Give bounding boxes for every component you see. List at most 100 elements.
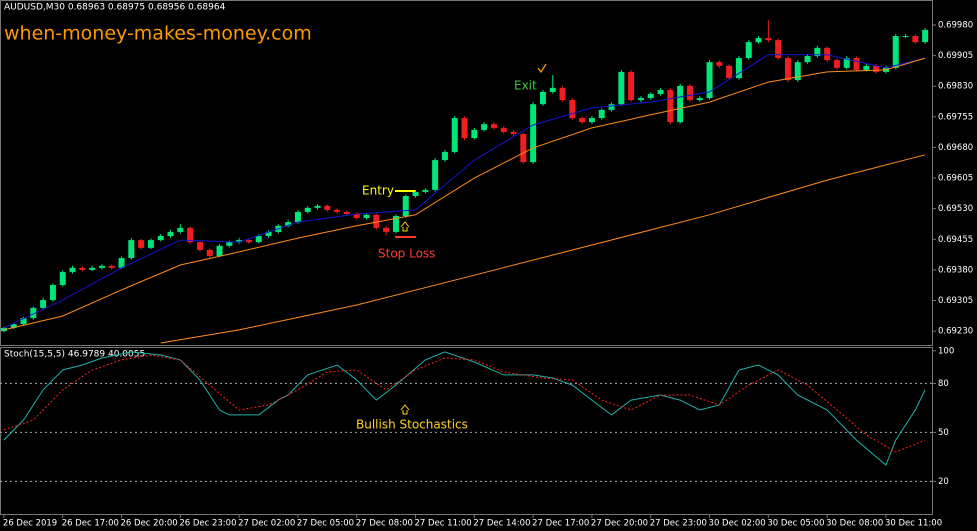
y-tick-label: 0.69755 — [938, 112, 973, 122]
x-tick-label: 26 Dec 20:00 — [121, 519, 178, 529]
candle-body — [735, 58, 742, 79]
candle-body — [294, 211, 301, 223]
x-tick-label: 26 Dec 17:00 — [62, 519, 119, 529]
x-tick-label: 30 Dec 02:00 — [709, 519, 766, 529]
candle-body — [598, 109, 605, 119]
entry-arrow — [400, 221, 410, 232]
y-tick-label: 0.69905 — [938, 51, 973, 61]
candle-body — [843, 58, 850, 68]
candle-body — [892, 36, 899, 68]
x-tick-label: 30 Dec 08:00 — [826, 519, 883, 529]
candle-body — [422, 189, 429, 192]
y-tick-label: 50 — [938, 428, 949, 438]
x-tick-label: 27 Dec 05:00 — [297, 519, 354, 529]
y-tick-label: 0.69830 — [938, 82, 973, 92]
candle-body — [784, 58, 791, 81]
candle-body — [40, 300, 47, 308]
y-tick-label: 0.69380 — [938, 265, 973, 275]
candle-body — [824, 47, 831, 61]
stoch-arrow — [400, 404, 410, 415]
candle-body — [353, 213, 360, 219]
candle-body — [833, 60, 840, 68]
candle-body — [500, 127, 507, 132]
candle-body — [138, 240, 145, 248]
candle-body — [187, 227, 194, 243]
candle-body — [167, 231, 174, 237]
candle-body — [853, 58, 860, 70]
series-line — [3, 354, 926, 453]
candle-body — [539, 91, 546, 105]
candle-body — [128, 240, 135, 259]
candle-body — [912, 36, 919, 43]
candle-body — [745, 42, 752, 59]
candle-body — [794, 62, 801, 81]
candle-body — [510, 131, 517, 134]
series-line — [3, 351, 926, 466]
candle-body — [902, 36, 909, 38]
annotation: Exit — [514, 79, 537, 93]
annotation: Entry — [362, 184, 394, 198]
candle-body — [549, 87, 556, 92]
candle-body — [706, 62, 713, 99]
candle-body — [432, 160, 439, 190]
candle-body — [226, 242, 233, 246]
candle-body — [30, 307, 37, 319]
candle-body — [265, 231, 272, 237]
candle-body — [696, 98, 703, 101]
candle-body — [765, 38, 772, 41]
candle-body — [49, 285, 56, 301]
candle-body — [490, 124, 497, 128]
candle-body — [343, 211, 350, 214]
candle-body — [588, 118, 595, 123]
candle-body — [392, 216, 399, 232]
candle-body — [441, 151, 448, 161]
y-tick-label: 80 — [938, 379, 949, 389]
watermark: when-money-makes-money.com — [4, 23, 312, 45]
candle-body — [451, 118, 458, 152]
candle-body — [804, 56, 811, 63]
candle-body — [637, 98, 644, 101]
x-tick-label: 27 Dec 11:00 — [415, 519, 472, 529]
candle-body — [716, 62, 723, 66]
candle-body — [863, 65, 870, 70]
y-tick-label: 100 — [938, 346, 954, 356]
candle-body — [726, 65, 733, 79]
series-line — [3, 57, 926, 331]
candle-body — [10, 324, 17, 328]
candle-body — [520, 133, 527, 163]
series-line — [3, 54, 926, 329]
candle-body — [814, 47, 821, 57]
candle-body — [412, 191, 419, 197]
candle-body — [657, 89, 664, 94]
candle-body — [686, 85, 693, 101]
x-tick-label: 27 Dec 14:00 — [473, 519, 530, 529]
x-tick-label: 27 Dec 02:00 — [238, 519, 295, 529]
candle-body — [363, 214, 370, 219]
annotation: Bullish Stochastics — [356, 418, 468, 432]
x-tick-label: 26 Dec 2019 — [3, 519, 57, 529]
symbol-header: AUDUSD,M30 0.68963 0.68975 0.68956 0.689… — [4, 3, 226, 13]
candle-body — [177, 227, 184, 232]
candle-body — [775, 40, 782, 59]
candle-body — [206, 249, 213, 257]
candle-body — [461, 118, 468, 139]
candle-body — [618, 71, 625, 105]
candle-body — [873, 65, 880, 72]
candle-body — [236, 240, 243, 243]
candle-body — [559, 87, 566, 101]
candle-body — [471, 129, 478, 139]
candle-body — [216, 245, 223, 257]
x-tick-label: 27 Dec 08:00 — [356, 519, 413, 529]
candle-body — [530, 104, 537, 163]
candle-body — [118, 258, 125, 268]
candle-body — [89, 267, 96, 270]
candle-body — [79, 267, 86, 270]
candle-body — [147, 240, 154, 248]
candle-body — [98, 265, 105, 268]
candle-body — [324, 205, 331, 210]
candle-body — [667, 89, 674, 123]
y-tick-label: 0.69305 — [938, 296, 973, 306]
candle-body — [402, 196, 409, 217]
